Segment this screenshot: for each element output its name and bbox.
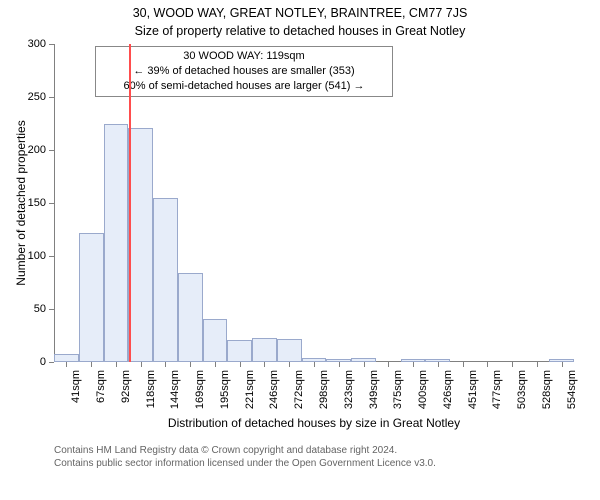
- chart-title-desc: Size of property relative to detached ho…: [0, 24, 600, 38]
- histogram-bar: [54, 354, 79, 362]
- x-tick-label: 528sqm: [541, 370, 553, 409]
- x-tick: [165, 362, 166, 367]
- y-tick-label: 300: [0, 38, 46, 50]
- x-tick-label: 298sqm: [318, 370, 330, 409]
- y-tick-label: 200: [0, 144, 46, 156]
- y-tick-label: 0: [0, 356, 46, 368]
- annotation-line1: 30 WOOD WAY: 119sqm: [100, 49, 388, 64]
- histogram-bar: [227, 340, 252, 362]
- x-tick-label: 400sqm: [417, 370, 429, 409]
- y-tick: [49, 362, 54, 363]
- y-tick-label: 250: [0, 91, 46, 103]
- histogram-bar: [79, 233, 104, 362]
- x-tick: [438, 362, 439, 367]
- x-tick: [487, 362, 488, 367]
- x-tick-label: 349sqm: [368, 370, 380, 409]
- histogram-bar: [277, 339, 302, 362]
- footer-attribution: Contains HM Land Registry data © Crown c…: [54, 444, 436, 470]
- x-tick-label: 41sqm: [70, 370, 82, 403]
- x-tick-label: 169sqm: [194, 370, 206, 409]
- y-tick-label: 100: [0, 250, 46, 262]
- annotation-line2: ← 39% of detached houses are smaller (35…: [100, 64, 388, 79]
- y-tick: [49, 256, 54, 257]
- x-tick: [364, 362, 365, 367]
- x-tick-label: 246sqm: [268, 370, 280, 409]
- x-tick-label: 272sqm: [293, 370, 305, 409]
- x-tick-label: 554sqm: [566, 370, 578, 409]
- x-tick-label: 92sqm: [120, 370, 132, 403]
- x-tick: [66, 362, 67, 367]
- x-tick: [190, 362, 191, 367]
- footer-line1: Contains HM Land Registry data © Crown c…: [54, 444, 436, 457]
- histogram-bar: [128, 128, 153, 362]
- x-tick-label: 503sqm: [516, 370, 528, 409]
- y-tick: [49, 150, 54, 151]
- chart-title-address: 30, WOOD WAY, GREAT NOTLEY, BRAINTREE, C…: [0, 6, 600, 20]
- x-tick-label: 323sqm: [343, 370, 355, 409]
- x-tick: [537, 362, 538, 367]
- y-tick: [49, 203, 54, 204]
- x-tick: [388, 362, 389, 367]
- y-tick-label: 50: [0, 303, 46, 315]
- y-tick: [49, 309, 54, 310]
- x-tick: [339, 362, 340, 367]
- x-tick-label: 375sqm: [392, 370, 404, 409]
- x-tick-label: 144sqm: [169, 370, 181, 409]
- footer-line2: Contains public sector information licen…: [54, 457, 436, 470]
- histogram-bar: [178, 273, 203, 362]
- histogram-bar: [203, 319, 228, 362]
- x-tick-label: 195sqm: [219, 370, 231, 409]
- x-tick-label: 118sqm: [145, 370, 157, 408]
- x-tick: [314, 362, 315, 367]
- x-axis-title: Distribution of detached houses by size …: [54, 416, 574, 430]
- x-tick: [215, 362, 216, 367]
- property-marker-line: [129, 44, 131, 362]
- x-tick: [413, 362, 414, 367]
- x-tick-label: 477sqm: [491, 370, 503, 409]
- histogram-bar: [252, 338, 277, 362]
- x-tick: [240, 362, 241, 367]
- x-tick-label: 451sqm: [467, 370, 479, 409]
- x-tick: [141, 362, 142, 367]
- x-tick: [264, 362, 265, 367]
- histogram-bar: [104, 124, 129, 363]
- chart-container: 30, WOOD WAY, GREAT NOTLEY, BRAINTREE, C…: [0, 0, 600, 500]
- x-tick: [116, 362, 117, 367]
- y-tick: [49, 97, 54, 98]
- x-tick: [512, 362, 513, 367]
- x-tick-label: 221sqm: [244, 370, 256, 409]
- x-tick: [463, 362, 464, 367]
- annotation-box: 30 WOOD WAY: 119sqm ← 39% of detached ho…: [95, 46, 393, 97]
- x-tick-label: 426sqm: [442, 370, 454, 409]
- histogram-bar: [153, 198, 178, 362]
- x-tick: [91, 362, 92, 367]
- annotation-line3: 60% of semi-detached houses are larger (…: [100, 79, 388, 94]
- y-tick: [49, 44, 54, 45]
- y-tick-label: 150: [0, 197, 46, 209]
- x-tick-label: 67sqm: [95, 370, 107, 403]
- x-tick: [562, 362, 563, 367]
- x-tick: [289, 362, 290, 367]
